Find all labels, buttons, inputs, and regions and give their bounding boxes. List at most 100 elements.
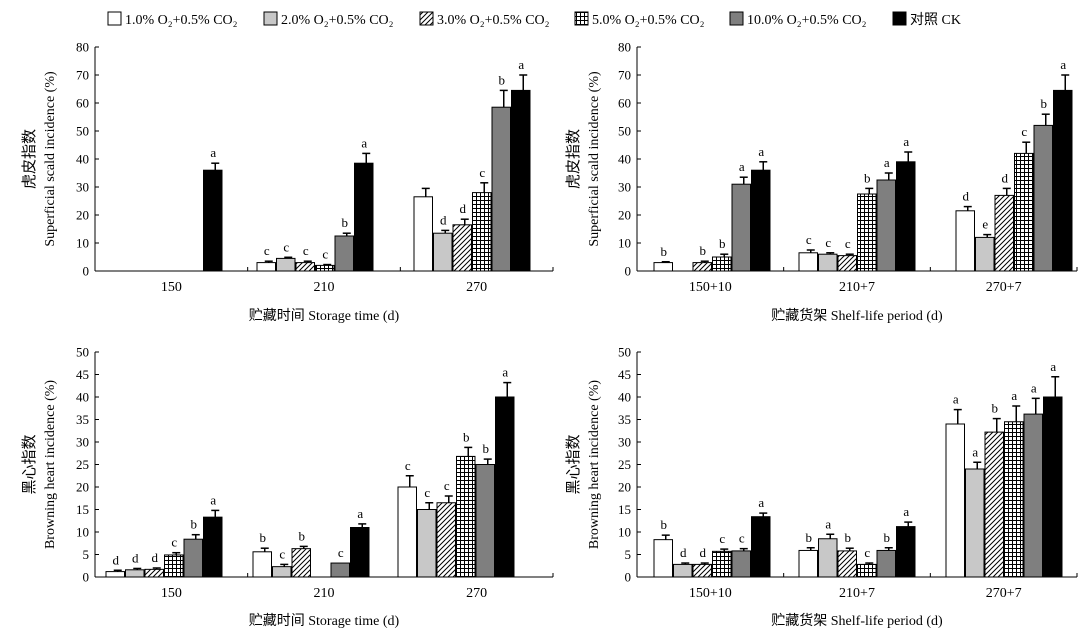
x-tick-label: 210: [314, 586, 335, 601]
y-tick-label: 15: [76, 502, 89, 517]
bar: [334, 235, 354, 272]
bar: [712, 256, 732, 272]
y-tick-label: 60: [76, 96, 89, 111]
bar: [751, 516, 771, 578]
significance-letter: a: [758, 495, 764, 510]
x-tick-label: 150+10: [689, 586, 732, 601]
y-tick-label: 10: [618, 236, 631, 251]
significance-letter: c: [322, 247, 328, 262]
legend-swatch-2: [263, 11, 278, 26]
significance-letter: b: [483, 441, 490, 456]
y-tick-label: 50: [76, 345, 89, 360]
y-tick-label: 10: [76, 236, 89, 251]
legend-label-3: 3.0% O₂+0.5% CO₂: [437, 13, 550, 28]
significance-letter: c: [825, 235, 831, 250]
bar: [276, 257, 296, 272]
significance-letter: b: [700, 243, 707, 258]
y-tick-label: 30: [76, 180, 89, 195]
y-tick-label: 45: [618, 367, 631, 382]
significance-letter: c: [171, 535, 177, 550]
significance-letter: b: [661, 517, 668, 532]
y-tick-label: 20: [76, 480, 89, 495]
bar: [751, 169, 771, 272]
bar: [798, 252, 818, 272]
legend-swatch-4: [574, 11, 589, 26]
bar: [731, 550, 751, 578]
significance-letter: a: [1011, 388, 1017, 403]
significance-letter: c: [405, 458, 411, 473]
bar: [837, 255, 857, 272]
significance-letter: c: [864, 545, 870, 560]
bar: [673, 563, 693, 578]
legend-label-4: 5.0% O₂+0.5% CO₂: [592, 13, 705, 28]
bar: [1023, 413, 1043, 578]
y-tick-label: 5: [625, 547, 632, 562]
bar: [653, 262, 673, 272]
significance-letter: d: [113, 552, 120, 567]
significance-letter: c: [806, 232, 812, 247]
legend-label-1: 1.0% O₂+0.5% CO₂: [125, 13, 238, 28]
chart-panel-4: 0 5 10 15 20 25 30 35 40 45 50 150+10 210+7 270+7 贮藏货架…: [565, 345, 1078, 629]
x-tick-label: 150: [161, 280, 182, 295]
bar: [350, 527, 370, 578]
legend-label-6: 对照 CK: [910, 12, 961, 28]
y-tick-label: 30: [76, 435, 89, 450]
bar: [183, 538, 203, 578]
x-tick-label: 270: [466, 586, 487, 601]
significance-letter: b: [845, 530, 852, 545]
y-tick-label: 70: [76, 68, 89, 83]
bar: [975, 236, 995, 272]
x-axis-title: 贮藏货架 Shelf-life period (d): [771, 307, 943, 324]
bar: [105, 571, 125, 578]
bar: [945, 423, 965, 578]
y-axis-title-cn: 黑心指数: [21, 434, 38, 494]
x-tick-label: 210+7: [839, 586, 875, 601]
y-tick-label: 35: [618, 412, 631, 427]
bar: [354, 162, 374, 272]
bar: [491, 106, 511, 272]
bar: [731, 183, 751, 272]
significance-letter: a: [825, 516, 831, 531]
significance-letter: b: [342, 215, 349, 230]
significance-letter: c: [338, 545, 344, 560]
y-tick-label: 40: [618, 152, 631, 167]
significance-letter: b: [719, 236, 726, 251]
significance-letter: a: [739, 159, 745, 174]
y-axis-title-cn: 黑心指数: [565, 434, 582, 494]
bar: [413, 196, 433, 272]
y-tick-label: 70: [618, 68, 631, 83]
legend-swatch-5: [729, 11, 744, 26]
bar: [837, 550, 857, 578]
significance-letter: a: [518, 57, 524, 72]
bar: [896, 161, 916, 272]
significance-letter: d: [152, 550, 159, 565]
significance-letter: b: [299, 528, 306, 543]
legend-item-6: 对照 CK: [892, 11, 961, 28]
bar: [417, 509, 437, 578]
x-axis-title: 贮藏时间 Storage time (d): [249, 613, 400, 629]
y-axis-title-cn: 虎皮指数: [565, 129, 582, 189]
significance-letter: c: [479, 165, 485, 180]
bar: [857, 193, 877, 272]
significance-letter: d: [680, 545, 687, 560]
x-axis-title: 贮藏时间 Storage time (d): [249, 308, 400, 324]
significance-letter: b: [864, 170, 871, 185]
bar: [511, 89, 531, 272]
legend-swatch-3: [419, 11, 434, 26]
legend: 1.0% O₂+0.5% CO₂ 2.0% O₂+0.5% CO₂ 3.0% O…: [107, 11, 961, 28]
significance-letter: a: [1031, 380, 1037, 395]
bar: [1033, 124, 1053, 272]
significance-letter: a: [1050, 359, 1056, 374]
y-tick-label: 40: [76, 152, 89, 167]
x-tick-label: 270+7: [986, 586, 1022, 601]
bar: [203, 516, 223, 578]
x-tick-label: 150: [161, 586, 182, 601]
bar: [818, 538, 838, 578]
y-ticks: 0 10 20 30 40 50 60 70 80: [618, 40, 641, 279]
significance-letter: d: [132, 550, 139, 565]
bar: [955, 210, 975, 272]
